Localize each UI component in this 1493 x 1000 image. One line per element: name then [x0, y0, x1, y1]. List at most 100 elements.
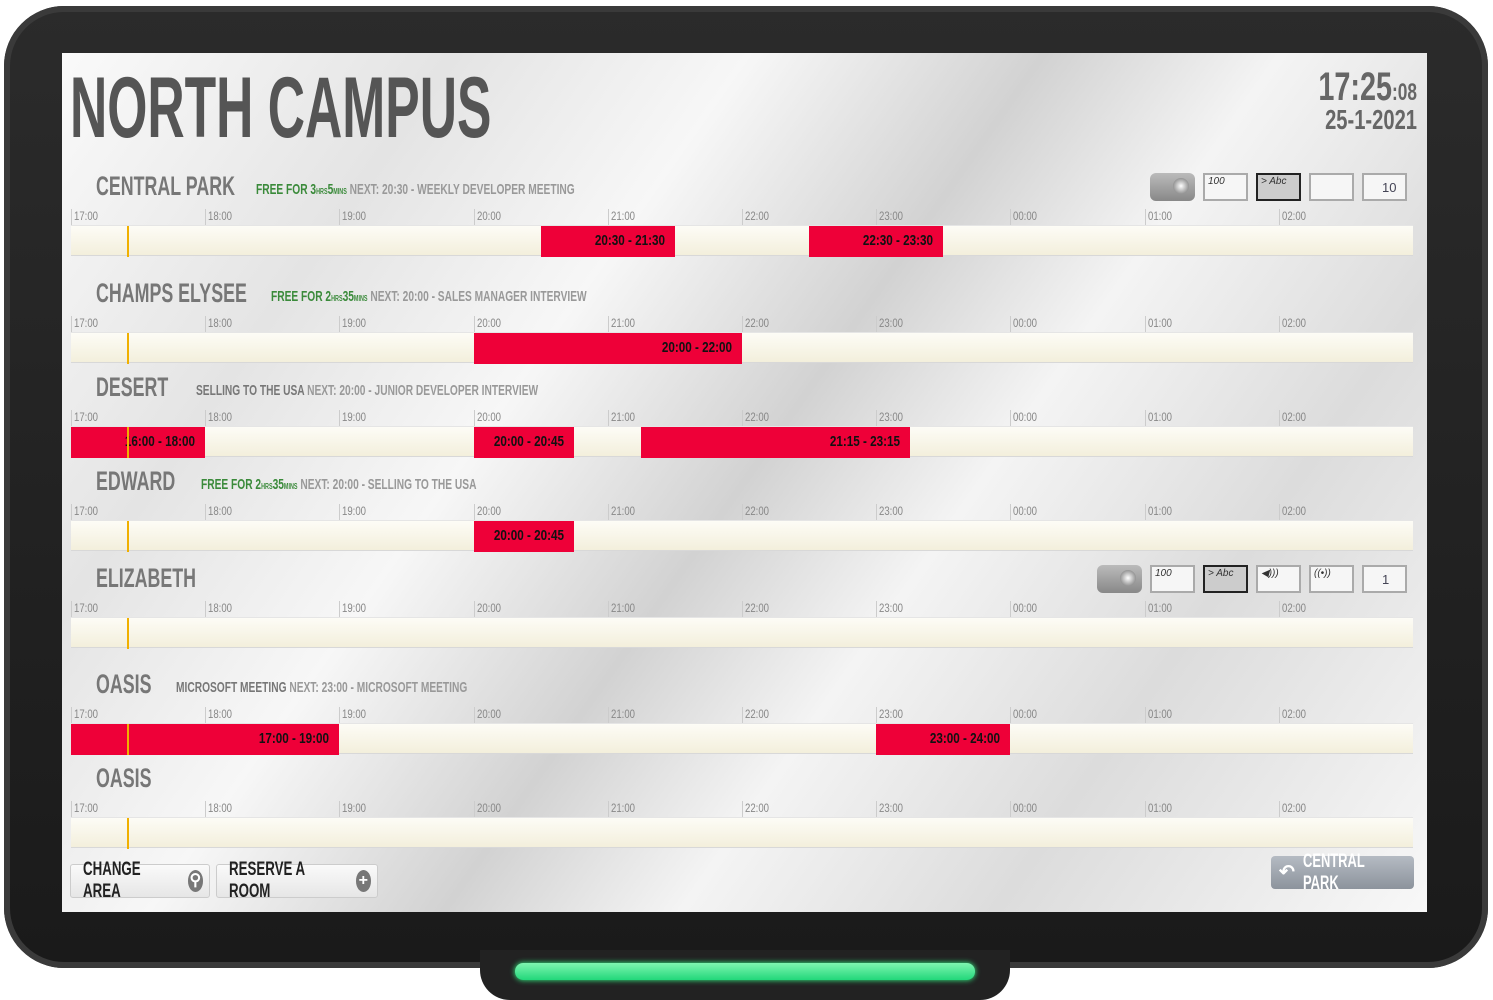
current-time-marker: [126, 427, 129, 458]
time-tick: 01:00: [1144, 316, 1178, 332]
time-tick: 22:00: [742, 316, 775, 332]
room-row: EDWARD FREE FOR 2HRS35MINS NEXT: 20:00 - …: [71, 466, 1413, 556]
time-tick: 19:00: [339, 410, 372, 426]
current-time-marker: [126, 333, 129, 364]
time-tick: 18:00: [205, 707, 238, 723]
time-tick: 19:00: [339, 209, 372, 225]
room-name[interactable]: OASIS: [96, 763, 152, 793]
booking-time: 20:00 - 20:45: [493, 433, 565, 450]
time-tick: 19:00: [339, 707, 372, 723]
room-name[interactable]: OASIS: [96, 669, 152, 699]
clock-date: 25-1-2021: [1325, 104, 1417, 135]
tick-label: 17:00: [74, 707, 99, 721]
back-to-room-button[interactable]: ↶ CENTRAL PARK: [1271, 851, 1414, 894]
room-status: SELLING TO THE USA NEXT: 20:00 - JUNIOR …: [196, 382, 538, 399]
amenity-label: > Abc: [1261, 176, 1287, 187]
back-arrow-icon: ↶: [1279, 862, 1295, 883]
tick-label: 19:00: [342, 504, 367, 518]
time-tick: 19:00: [339, 504, 372, 520]
reserve-room-button[interactable]: RESERVE A ROOM +: [216, 859, 378, 902]
tick-label: 17:00: [74, 601, 99, 615]
booking-time: 17:00 - 19:00: [259, 730, 330, 747]
tick-label: 01:00: [1147, 410, 1172, 424]
room-row: CHAMPS ELYSEE FREE FOR 2HRS35MINS NEXT: 2…: [71, 278, 1413, 368]
change-area-button[interactable]: CHANGE AREA ⚲: [70, 859, 210, 902]
screen: NORTH CAMPUS 17:25:08 25-1-2021 CENTRAL …: [62, 53, 1427, 912]
tick-label: 00:00: [1013, 410, 1038, 424]
time-tick: 22:00: [742, 707, 775, 723]
clock-seconds: :08: [1392, 79, 1417, 106]
minutes-unit: MINS: [283, 482, 298, 491]
booking-block[interactable]: 21:15 - 23:15: [641, 427, 910, 458]
plus-icon: +: [355, 870, 371, 892]
time-tick: 20:00: [473, 801, 507, 817]
tick-label: 22:00: [745, 504, 770, 518]
timeline-track[interactable]: 20:30 - 21:30 22:30 - 23:30: [71, 225, 1413, 257]
tick-label: 20:00: [476, 316, 501, 330]
booking-block[interactable]: 17:00 - 19:00: [71, 724, 340, 755]
booking-block[interactable]: 20:00 - 22:00: [473, 333, 742, 364]
time-tick: 02:00: [1278, 316, 1312, 332]
tick-label: 19:00: [342, 601, 367, 615]
timeline-track[interactable]: [71, 617, 1413, 649]
timeline-track[interactable]: 17:00 - 19:00 23:00 - 24:00: [71, 723, 1413, 755]
tick-label: 17:00: [74, 209, 99, 223]
tick-label: 21:00: [610, 601, 635, 615]
tick-label: 23:00: [879, 601, 904, 615]
minutes-unit: MINS: [333, 187, 347, 196]
tick-label: 18:00: [208, 209, 233, 223]
next-meeting: NEXT: 20:00 - SALES MANAGER INTERVIEW: [370, 288, 587, 305]
time-tick: 00:00: [1010, 801, 1043, 817]
booking-time: 23:00 - 24:00: [930, 730, 1001, 747]
tick-label: 23:00: [879, 504, 904, 518]
booking-block[interactable]: 16:00 - 18:00: [71, 427, 206, 458]
free-hours: FREE FOR 3: [256, 181, 317, 198]
timeline-track[interactable]: 16:00 - 18:00 20:00 - 20:45 21:15 - 23:15: [71, 426, 1413, 458]
room-name[interactable]: DESERT: [96, 372, 169, 402]
time-tick: 01:00: [1144, 707, 1178, 723]
room-name[interactable]: ELIZABETH: [96, 563, 196, 593]
timeline-track[interactable]: 20:00 - 22:00: [71, 332, 1413, 364]
tick-label: 00:00: [1013, 801, 1038, 815]
tick-label: 22:00: [745, 601, 770, 615]
time-tick: 18:00: [205, 410, 238, 426]
timeline-track[interactable]: [71, 817, 1413, 849]
time-tick: 23:00: [876, 410, 909, 426]
time-tick: 17:00: [71, 601, 104, 617]
tick-label: 02:00: [1281, 316, 1306, 330]
booking-time: 20:00 - 20:45: [493, 527, 565, 544]
booking-time: 20:00 - 22:00: [661, 339, 732, 356]
tick-label: 17:00: [74, 316, 99, 330]
tick-label: 21:00: [610, 504, 635, 518]
time-tick: 18:00: [205, 316, 238, 332]
time-tick: 17:00: [71, 209, 104, 225]
tick-label: 23:00: [879, 801, 904, 815]
time-tick: 18:00: [205, 504, 238, 520]
time-tick: 19:00: [339, 801, 372, 817]
tick-label: 18:00: [208, 707, 233, 721]
tick-label: 23:00: [879, 410, 904, 424]
time-tick: 22:00: [742, 410, 775, 426]
booking-block[interactable]: 22:30 - 23:30: [809, 226, 944, 257]
room-name[interactable]: EDWARD: [96, 466, 176, 496]
time-tick: 17:00: [71, 316, 104, 332]
tick-label: 22:00: [745, 410, 770, 424]
booking-block[interactable]: 23:00 - 24:00: [876, 724, 1011, 755]
time-tick: 21:00: [607, 410, 641, 426]
room-status: FREE FOR 2HRS35MINS NEXT: 20:00 - SELLIN…: [201, 476, 476, 493]
free-duration: FREE FOR 2HRS35MINS: [271, 288, 368, 305]
time-tick: 02:00: [1278, 707, 1312, 723]
booking-block[interactable]: 20:30 - 21:30: [540, 226, 675, 257]
timeline-track[interactable]: 20:00 - 20:45: [71, 520, 1413, 552]
booking-block[interactable]: 20:00 - 20:45: [473, 521, 575, 552]
time-tick: 22:00: [742, 504, 775, 520]
room-name[interactable]: CHAMPS ELYSEE: [96, 278, 247, 308]
time-tick: 21:00: [607, 504, 641, 520]
time-tick: 23:00: [876, 601, 909, 617]
time-tick: 01:00: [1144, 410, 1178, 426]
booking-block[interactable]: 20:00 - 20:45: [473, 427, 575, 458]
tick-label: 00:00: [1013, 707, 1038, 721]
room-name[interactable]: CENTRAL PARK: [96, 171, 235, 201]
tick-label: 17:00: [74, 504, 99, 518]
time-tick: 00:00: [1010, 410, 1043, 426]
